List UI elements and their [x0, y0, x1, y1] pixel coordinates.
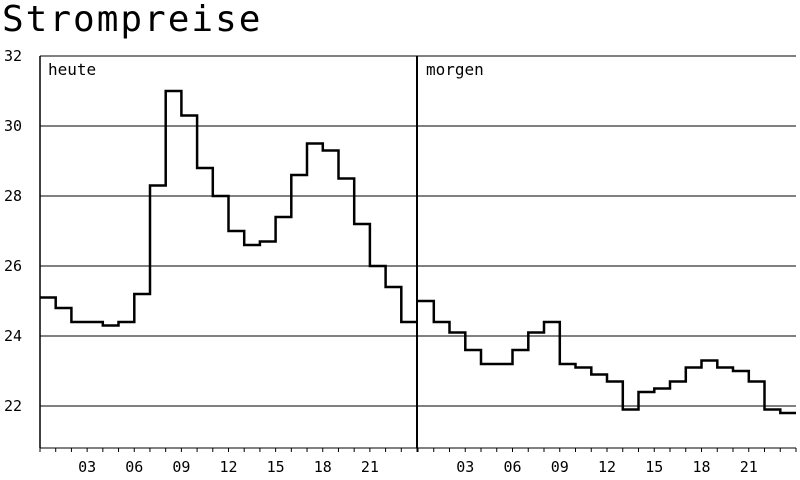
- x-tick-label-morgen-06: 06: [503, 458, 521, 476]
- x-tick-label-heute-06: 06: [125, 458, 143, 476]
- x-tick-label-morgen-12: 12: [598, 458, 616, 476]
- y-tick-label-26: 26: [4, 257, 22, 275]
- grid-lines: [39, 55, 796, 449]
- y-tick-label-30: 30: [4, 117, 22, 135]
- x-axis-ticks: 03 06 09 12 15 18 21 03 06 09 12 15 18 21: [39, 448, 797, 476]
- x-tick-label-heute-09: 09: [172, 458, 190, 476]
- x-tick-label-morgen-15: 15: [645, 458, 663, 476]
- panel-label-morgen: morgen: [426, 60, 484, 79]
- x-tick-label-morgen-18: 18: [692, 458, 710, 476]
- x-tick-label-morgen-09: 09: [551, 458, 569, 476]
- x-tick-label-heute-12: 12: [219, 458, 237, 476]
- x-tick-label-morgen-21: 21: [740, 458, 758, 476]
- panel-label-heute: heute: [48, 60, 96, 79]
- y-tick-label-24: 24: [4, 327, 22, 345]
- panel-labels: heute morgen: [48, 60, 484, 79]
- x-tick-label-heute-03: 03: [78, 458, 96, 476]
- series-line-morgen: [418, 299, 796, 415]
- y-tick-label-28: 28: [4, 187, 22, 205]
- x-tick-label-heute-15: 15: [267, 458, 285, 476]
- y-axis-ticks: 22 24 26 28 30 32: [4, 47, 22, 415]
- series-line-heute: [40, 89, 417, 327]
- x-tick-label-heute-18: 18: [314, 458, 332, 476]
- y-tick-label-32: 32: [4, 47, 22, 65]
- page-title: Strompreise: [2, 0, 263, 40]
- price-series: [40, 89, 796, 415]
- x-tick-label-morgen-03: 03: [456, 458, 474, 476]
- x-tick-label-heute-21: 21: [361, 458, 379, 476]
- y-tick-label-22: 22: [4, 397, 22, 415]
